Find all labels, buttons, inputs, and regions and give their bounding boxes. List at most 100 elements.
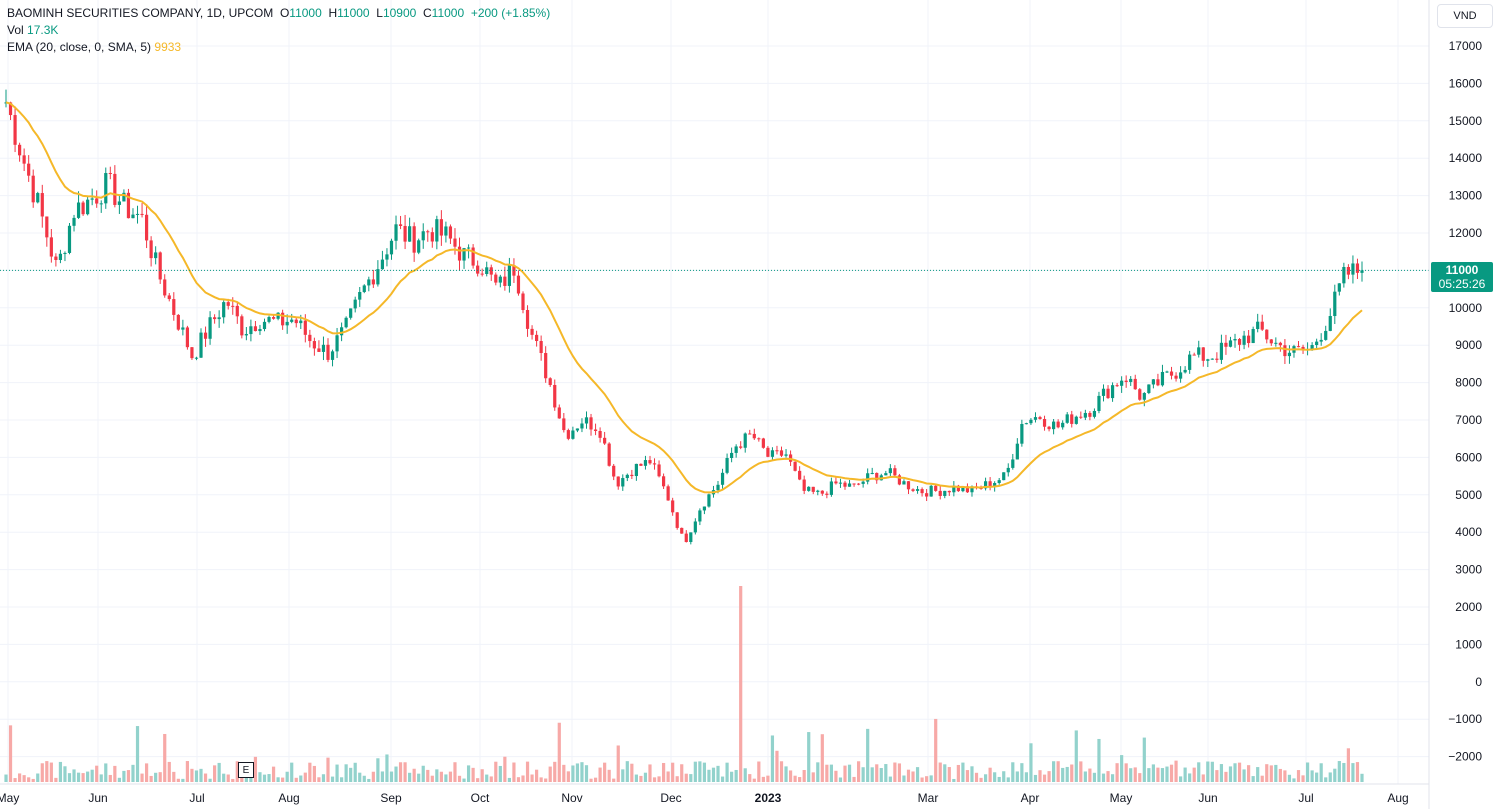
candle-body [126, 192, 131, 219]
candle-body [131, 214, 135, 219]
candle-body [1360, 270, 1364, 273]
candle-body [1061, 422, 1065, 428]
volume-bar [847, 764, 852, 782]
candle-body [516, 275, 521, 294]
candle-body [997, 480, 1001, 484]
candle-body [1219, 342, 1224, 360]
candle-body [643, 460, 648, 466]
candle-body [149, 240, 153, 259]
volume-bar [1129, 768, 1133, 782]
volume-bar [1287, 774, 1292, 782]
volume-bar [421, 765, 425, 782]
candlesticks [4, 89, 1364, 545]
time-tick-label: Jul [1298, 791, 1313, 805]
volume-bar [203, 773, 208, 782]
volume-bar [1215, 770, 1219, 782]
candle-body [1278, 342, 1282, 346]
candle-body [757, 438, 761, 440]
candle-body [993, 483, 997, 487]
time-tick-label: Oct [471, 791, 490, 805]
currency-button[interactable]: VND [1437, 4, 1493, 28]
volume-bar [1147, 768, 1151, 782]
candle-body [22, 155, 26, 164]
candle-body [466, 247, 471, 249]
time-tick-label: May [0, 791, 19, 805]
volume-bar [879, 768, 883, 782]
volume-bar [684, 773, 688, 782]
volume-bar [1251, 776, 1255, 782]
candle-body [194, 357, 199, 359]
candle-body [838, 482, 843, 484]
volume-bar [811, 772, 815, 782]
candle-body [249, 326, 253, 335]
candle-body [1242, 335, 1246, 345]
candle-body [217, 317, 221, 320]
time-tick-label: Apr [1021, 791, 1040, 805]
volume-bar [1355, 762, 1360, 782]
volume-bar [72, 769, 76, 782]
volume-bar [208, 778, 212, 782]
volume-bar [408, 772, 412, 782]
volume-bar [779, 761, 784, 782]
volume-bar [1079, 761, 1083, 782]
volume-bar [557, 722, 561, 782]
volume-bar [1301, 775, 1305, 782]
volume-bar [76, 772, 81, 782]
volume-bar [1192, 767, 1196, 782]
volume-bar [117, 777, 121, 782]
volume-bar [36, 773, 40, 782]
volume-bar [1124, 763, 1128, 782]
candle-body [1301, 346, 1305, 351]
candle-body [680, 527, 684, 534]
price-tick-label: 8000 [1455, 376, 1482, 390]
candle-body [18, 144, 22, 156]
volume-bar [353, 762, 357, 782]
candle-body [1337, 283, 1341, 292]
volume-bar [838, 777, 843, 782]
volume-bar [1260, 775, 1264, 782]
candle-body [385, 254, 389, 260]
candle-body [1315, 341, 1319, 346]
candle-body [666, 486, 670, 501]
volume-bar [1106, 771, 1110, 782]
candle-body [925, 493, 929, 497]
volume-bar [553, 761, 557, 782]
volume-bar [489, 776, 493, 782]
candle-body [970, 486, 974, 493]
candle-body [394, 224, 398, 241]
volume-bar [1342, 762, 1346, 782]
candle-body [752, 433, 756, 439]
candle-body [1056, 421, 1060, 428]
candle-body [1033, 417, 1038, 420]
volume-bar [31, 778, 35, 782]
candle-body [906, 481, 911, 490]
volume-bar [435, 769, 439, 782]
candle-body [285, 321, 289, 326]
candle-body [943, 490, 947, 496]
candle-body [49, 237, 53, 257]
volume-bar [430, 775, 434, 782]
candle-body [584, 417, 589, 424]
candle-body [40, 193, 44, 217]
volume-bar [1101, 773, 1106, 782]
volume-bar [861, 767, 865, 782]
volume-bar [961, 762, 965, 782]
volume-bar [707, 769, 711, 782]
volume-bar [621, 769, 625, 782]
volume-bar [104, 763, 108, 782]
earnings-marker[interactable]: E [238, 762, 254, 778]
candle-body [671, 500, 675, 513]
volume-bar [766, 775, 770, 782]
volume-bar [49, 762, 53, 782]
open-label: O [279, 6, 290, 20]
candle-body [1147, 384, 1151, 394]
volume-bar [358, 772, 362, 782]
candle-body [743, 433, 747, 448]
candle-body [199, 332, 203, 358]
candle-body [1133, 378, 1137, 390]
volume-bar [99, 774, 103, 782]
volume-bar [902, 775, 906, 782]
candle-body [598, 431, 602, 438]
volume-bar [1328, 772, 1332, 782]
